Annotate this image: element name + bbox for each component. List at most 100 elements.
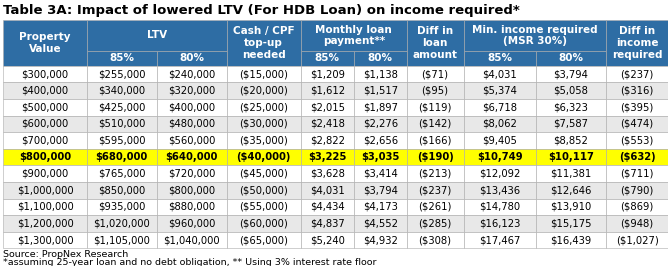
Bar xyxy=(407,20,464,66)
Bar xyxy=(536,182,606,199)
Bar xyxy=(354,215,407,232)
Bar xyxy=(464,165,536,182)
Bar xyxy=(301,232,354,248)
Bar xyxy=(407,232,464,248)
Text: Cash / CPF
top-up
needed: Cash / CPF top-up needed xyxy=(233,27,294,60)
Text: ($869): ($869) xyxy=(621,202,654,212)
Bar xyxy=(354,132,407,149)
Bar xyxy=(536,66,606,82)
Text: $255,000: $255,000 xyxy=(98,69,145,79)
Bar xyxy=(87,116,157,132)
Text: 85%: 85% xyxy=(487,53,512,63)
Text: ($474): ($474) xyxy=(621,119,654,129)
Bar xyxy=(301,99,354,116)
Bar xyxy=(227,132,301,149)
Bar xyxy=(536,51,606,66)
Text: $16,439: $16,439 xyxy=(551,235,591,245)
Text: 80%: 80% xyxy=(179,53,204,63)
Bar xyxy=(606,165,668,182)
Text: $3,628: $3,628 xyxy=(310,169,345,179)
Text: $14,780: $14,780 xyxy=(479,202,520,212)
Bar xyxy=(301,66,354,82)
Text: $900,000: $900,000 xyxy=(21,169,69,179)
Text: $240,000: $240,000 xyxy=(168,69,215,79)
Text: 85%: 85% xyxy=(315,53,340,63)
Text: $960,000: $960,000 xyxy=(168,218,215,228)
Bar xyxy=(464,232,536,248)
Bar xyxy=(3,199,87,215)
Bar xyxy=(536,132,606,149)
Text: ($711): ($711) xyxy=(620,169,654,179)
Text: $300,000: $300,000 xyxy=(21,69,68,79)
Text: ($237): ($237) xyxy=(621,69,654,79)
Text: $13,910: $13,910 xyxy=(551,202,591,212)
Text: $3,225: $3,225 xyxy=(308,152,347,162)
Text: $4,932: $4,932 xyxy=(363,235,397,245)
Text: $3,414: $3,414 xyxy=(363,169,397,179)
Bar xyxy=(606,199,668,215)
Text: $5,058: $5,058 xyxy=(553,86,589,96)
Text: $8,852: $8,852 xyxy=(553,135,589,146)
Text: ($190): ($190) xyxy=(417,152,454,162)
Text: ($119): ($119) xyxy=(418,102,452,112)
Text: ($95): ($95) xyxy=(421,86,449,96)
Text: $3,794: $3,794 xyxy=(553,69,589,79)
Text: $5,374: $5,374 xyxy=(482,86,517,96)
Text: ($50,000): ($50,000) xyxy=(240,185,288,195)
Bar xyxy=(3,215,87,232)
Text: Property
Value: Property Value xyxy=(19,32,71,54)
Text: $880,000: $880,000 xyxy=(168,202,215,212)
Bar xyxy=(606,66,668,82)
Bar xyxy=(354,149,407,165)
Text: $400,000: $400,000 xyxy=(21,86,68,96)
Text: ($632): ($632) xyxy=(619,152,656,162)
Text: $640,000: $640,000 xyxy=(166,152,218,162)
Bar xyxy=(464,215,536,232)
Text: $1,000,000: $1,000,000 xyxy=(17,185,74,195)
Text: $12,646: $12,646 xyxy=(551,185,591,195)
Bar xyxy=(606,149,668,165)
Bar xyxy=(464,66,536,82)
Text: ($25,000): ($25,000) xyxy=(240,102,288,112)
Bar xyxy=(464,82,536,99)
Text: ($790): ($790) xyxy=(621,185,654,195)
Bar xyxy=(407,116,464,132)
Text: $4,837: $4,837 xyxy=(310,218,345,228)
Bar xyxy=(87,20,227,51)
Bar xyxy=(3,82,87,99)
Text: $480,000: $480,000 xyxy=(168,119,215,129)
Bar xyxy=(301,51,354,66)
Bar xyxy=(301,82,354,99)
Bar xyxy=(227,66,301,82)
Bar xyxy=(157,132,227,149)
Text: $6,718: $6,718 xyxy=(482,102,517,112)
Text: $15,175: $15,175 xyxy=(550,218,592,228)
Bar xyxy=(227,165,301,182)
Bar xyxy=(3,20,87,66)
Bar xyxy=(354,99,407,116)
Bar xyxy=(536,149,606,165)
Bar xyxy=(536,116,606,132)
Bar xyxy=(3,116,87,132)
Text: $510,000: $510,000 xyxy=(98,119,145,129)
Text: Min. income required
(MSR 30%): Min. income required (MSR 30%) xyxy=(472,25,597,46)
Bar xyxy=(464,149,536,165)
Text: ($308): ($308) xyxy=(419,235,452,245)
Text: $13,436: $13,436 xyxy=(479,185,520,195)
Bar xyxy=(157,165,227,182)
Bar xyxy=(536,215,606,232)
Text: ($30,000): ($30,000) xyxy=(240,119,288,129)
Bar xyxy=(464,199,536,215)
Text: $9,405: $9,405 xyxy=(482,135,517,146)
Bar xyxy=(227,99,301,116)
Bar xyxy=(87,215,157,232)
Bar xyxy=(606,182,668,199)
Text: ($45,000): ($45,000) xyxy=(240,169,288,179)
Bar xyxy=(464,116,536,132)
Text: $1,020,000: $1,020,000 xyxy=(94,218,150,228)
Text: $1,200,000: $1,200,000 xyxy=(17,218,74,228)
Bar xyxy=(354,232,407,248)
Text: ($71): ($71) xyxy=(421,69,449,79)
Bar xyxy=(354,51,407,66)
Text: Diff in
income
required: Diff in income required xyxy=(612,27,662,60)
